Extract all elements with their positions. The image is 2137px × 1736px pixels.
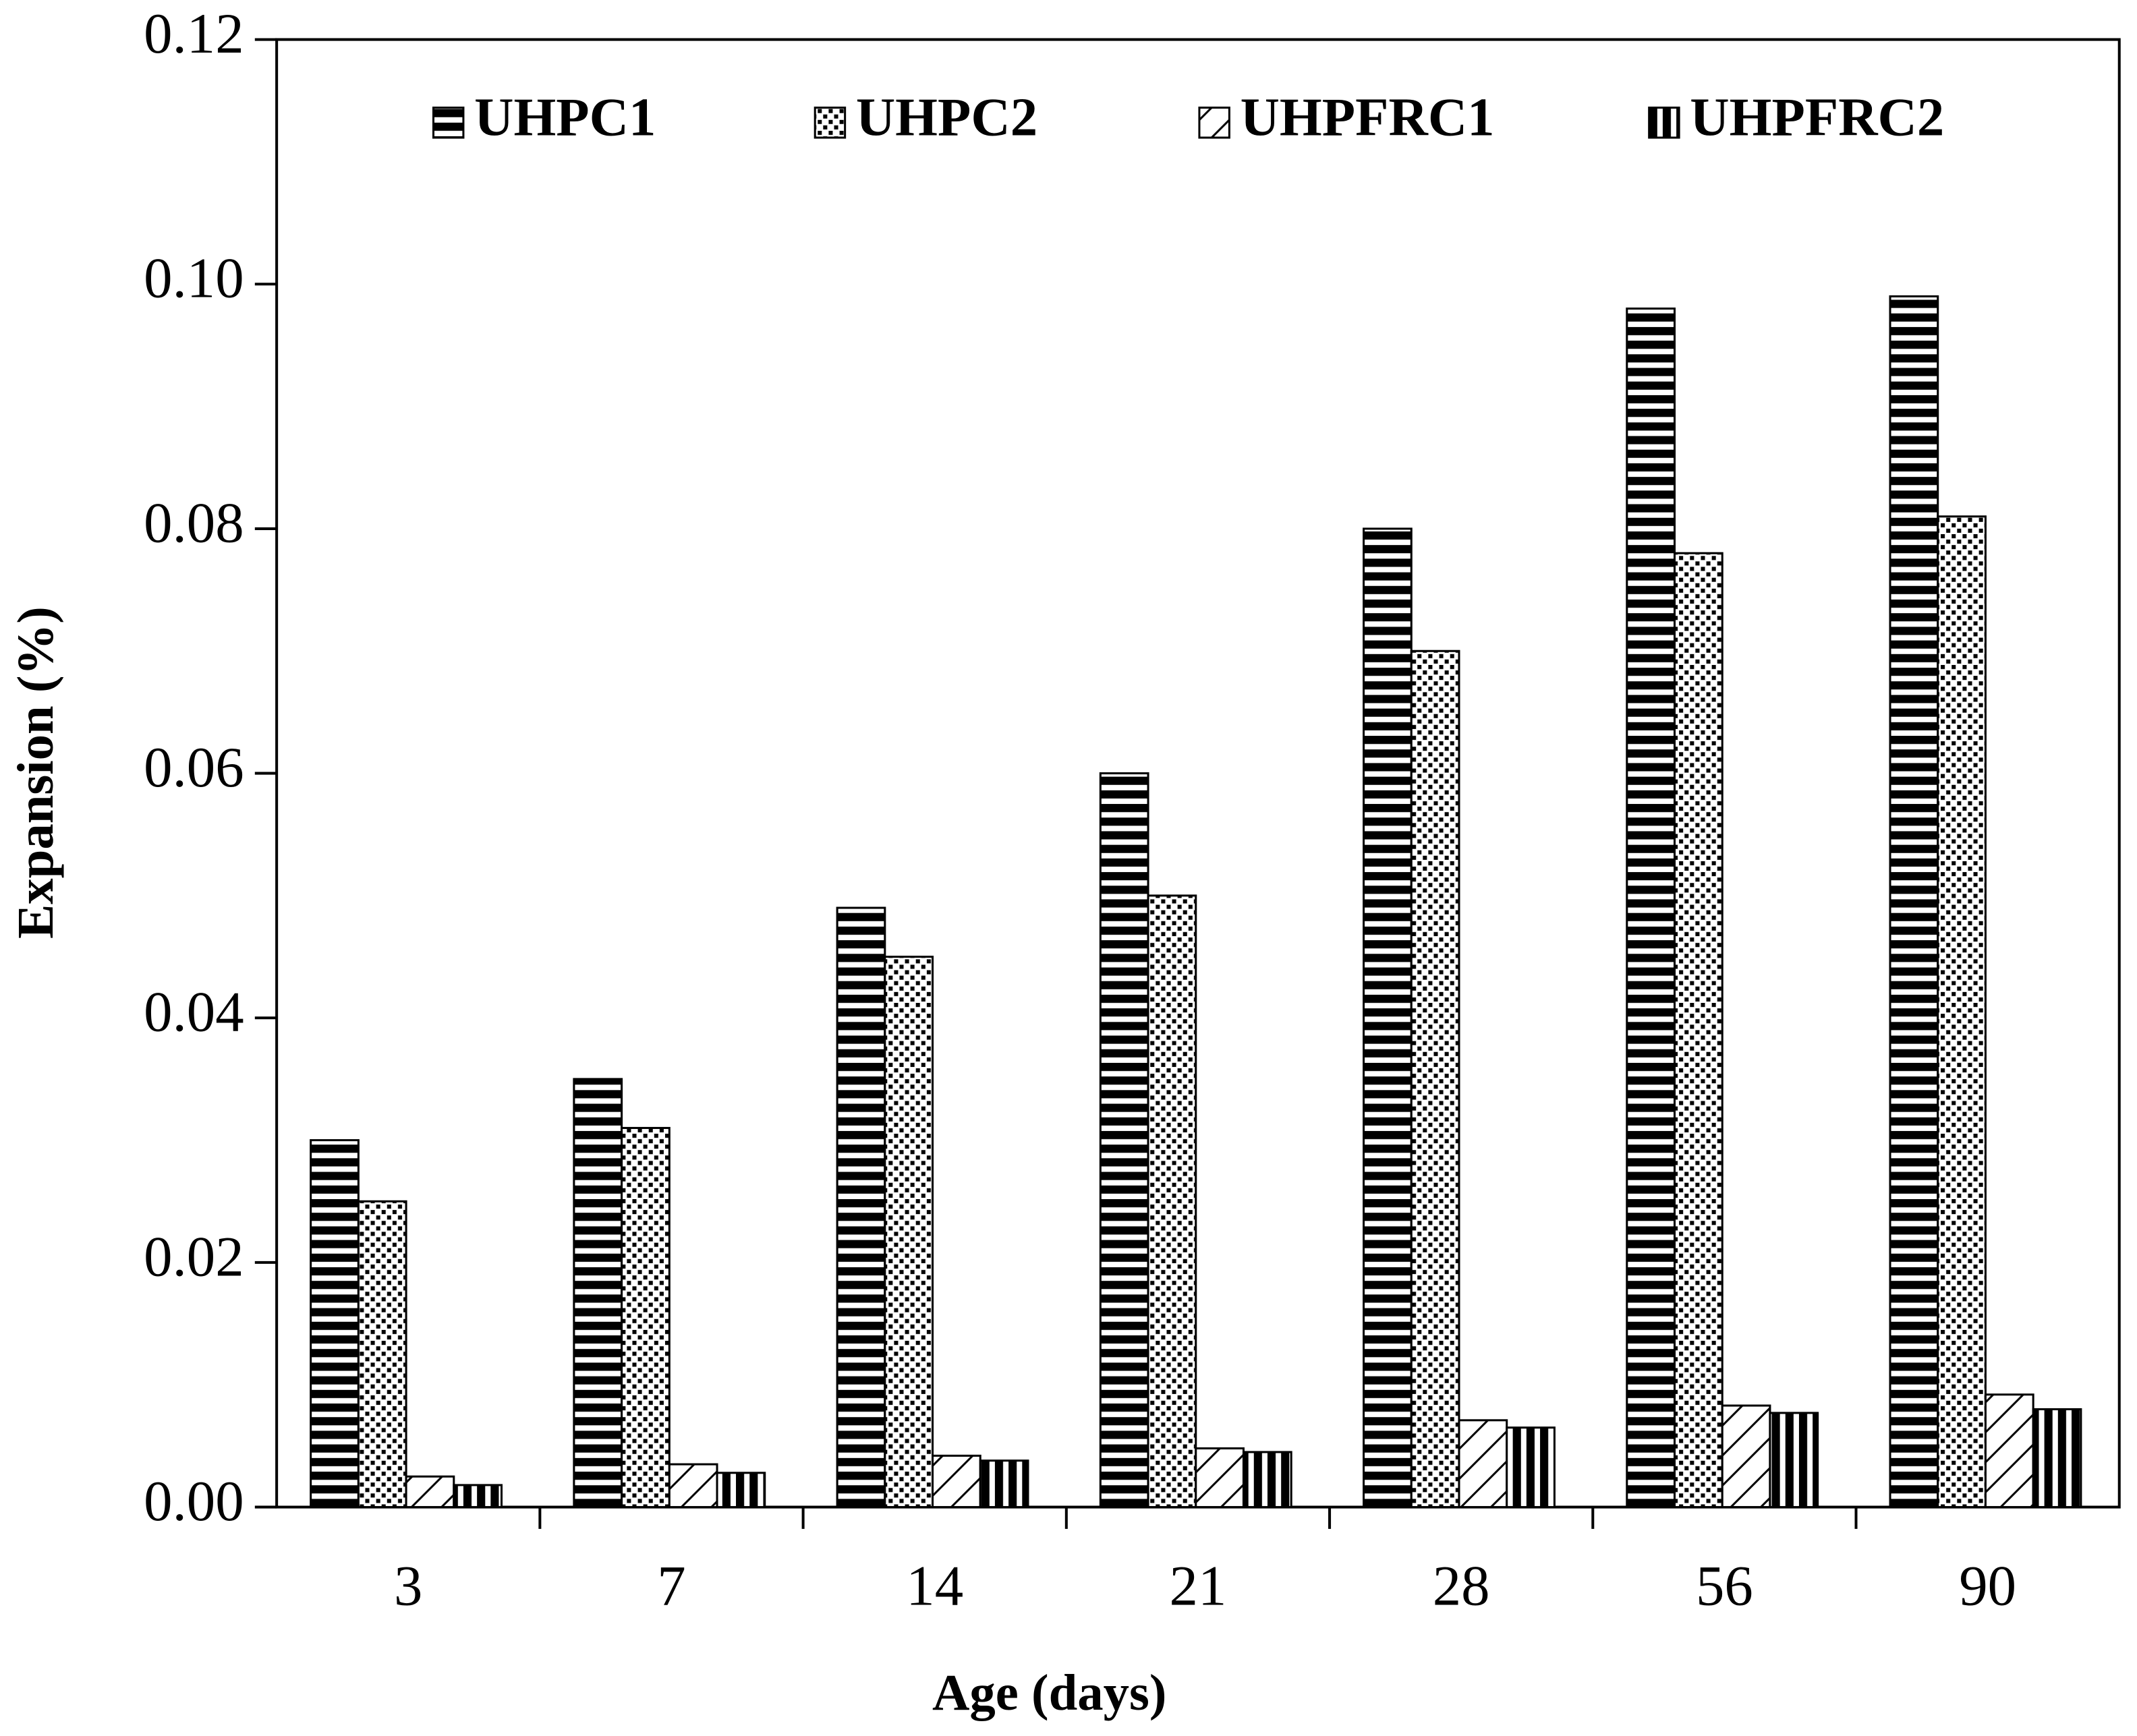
y-axis-title: Expansion (%): [7, 606, 64, 939]
legend-swatch: [1198, 107, 1230, 139]
y-tick-label: 0.08: [144, 491, 244, 554]
bar: [1769, 1412, 1819, 1509]
bar: [1195, 1447, 1245, 1509]
bar: [932, 1454, 981, 1509]
bar: [1984, 1393, 2034, 1509]
y-tick-label: 0.04: [144, 981, 244, 1044]
bar: [1506, 1426, 1556, 1509]
y-tick-label: 0.10: [144, 247, 244, 310]
bar: [1937, 515, 1987, 1509]
bar: [1242, 1451, 1292, 1509]
y-tick-label: 0.02: [144, 1225, 244, 1288]
bar: [1458, 1419, 1508, 1509]
legend-label: UHPFRC1: [1241, 87, 1495, 147]
legend-swatch: [1648, 107, 1680, 139]
bar: [1889, 295, 1939, 1509]
x-tick-label: 14: [906, 1554, 963, 1617]
bar: [405, 1475, 455, 1509]
bar: [668, 1463, 718, 1509]
x-tick-label: 7: [657, 1554, 685, 1617]
y-tick-label: 0.00: [144, 1470, 244, 1533]
bar: [1410, 649, 1460, 1509]
bar: [1673, 552, 1723, 1509]
x-tick-label: 28: [1433, 1554, 1490, 1617]
bar: [573, 1078, 623, 1509]
bar: [453, 1484, 503, 1509]
bar: [979, 1459, 1029, 1509]
bar: [1721, 1404, 1771, 1509]
bar: [884, 956, 934, 1509]
x-tick-label: 90: [1959, 1554, 2016, 1617]
bar: [2032, 1408, 2082, 1509]
legend-swatch: [432, 107, 465, 139]
legend-label: UHPFRC2: [1690, 87, 1944, 147]
legend-label: UHPC1: [474, 87, 656, 147]
bar: [1626, 308, 1676, 1509]
bar: [310, 1139, 360, 1509]
x-tick-label: 56: [1696, 1554, 1753, 1617]
bar: [1363, 527, 1413, 1509]
x-tick-label: 3: [394, 1554, 422, 1617]
legend-label: UHPC2: [856, 87, 1037, 147]
plot-frame: [275, 38, 2121, 1509]
legend-swatch: [814, 107, 847, 139]
bar: [1147, 894, 1197, 1509]
bar: [836, 906, 886, 1509]
y-tick-label: 0.06: [144, 736, 244, 799]
x-tick-label: 21: [1170, 1554, 1227, 1617]
x-axis-title: Age (days): [932, 1664, 1167, 1721]
bar: [1099, 772, 1149, 1509]
bar: [716, 1472, 766, 1509]
y-tick-label: 0.12: [144, 2, 244, 65]
bar: [621, 1126, 671, 1509]
bar: [357, 1200, 407, 1509]
